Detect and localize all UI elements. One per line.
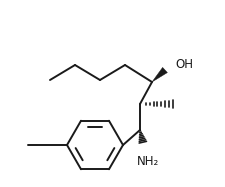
Text: NH₂: NH₂ xyxy=(136,155,158,168)
Text: OH: OH xyxy=(174,59,192,71)
Polygon shape xyxy=(151,68,167,82)
